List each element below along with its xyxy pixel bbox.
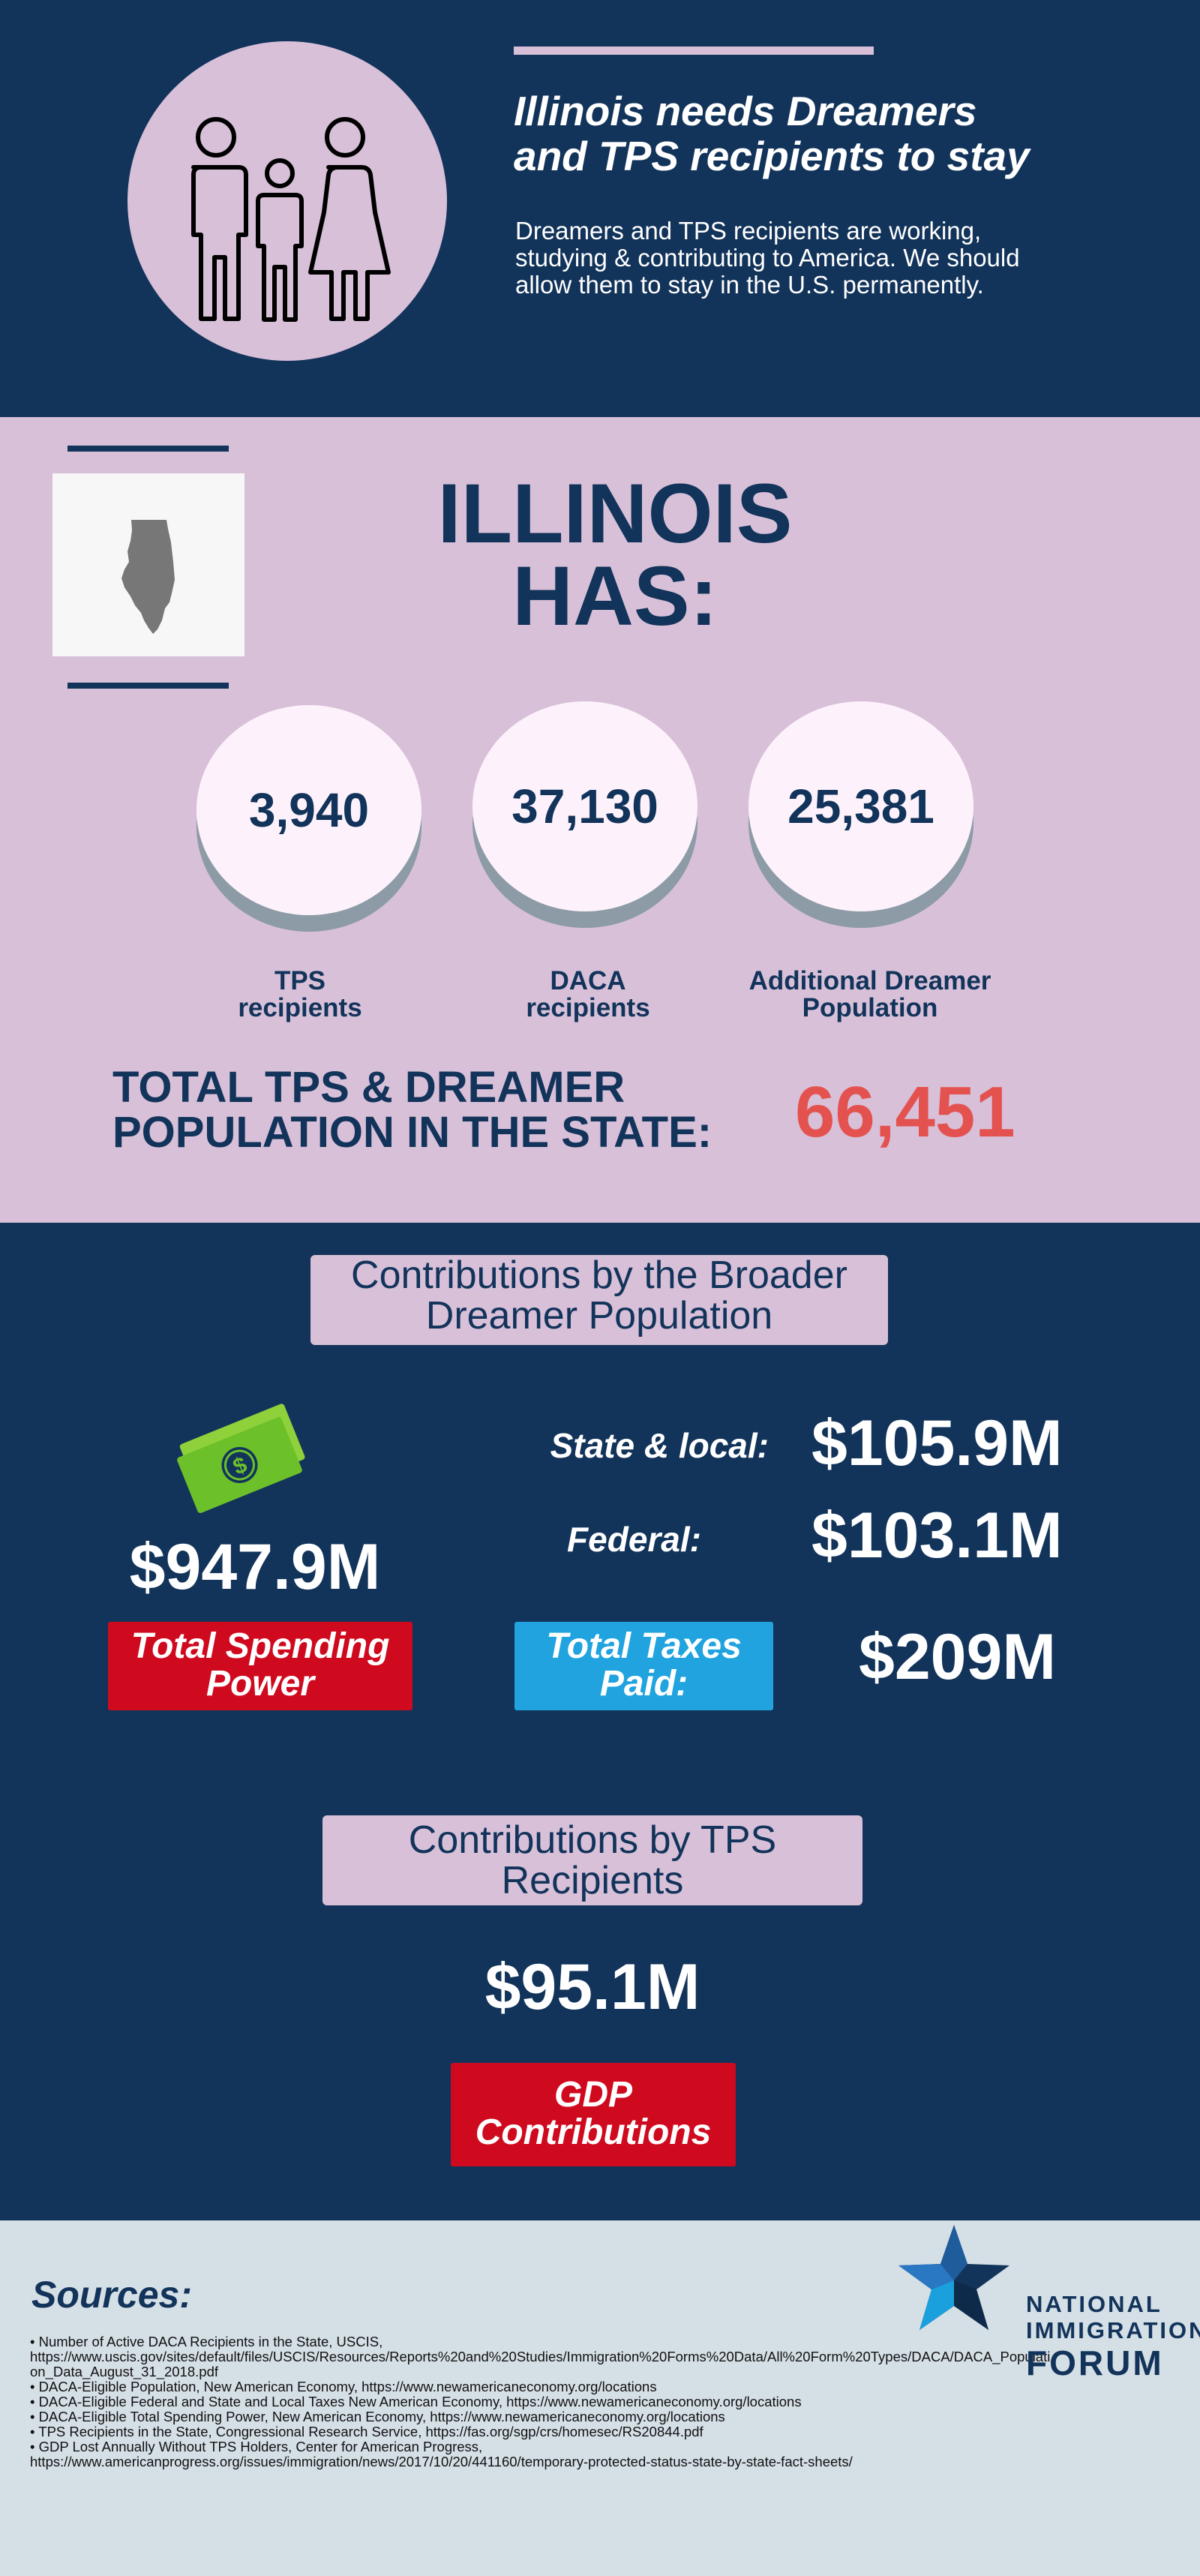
source-item: • DACA-Eligible Federal and State and Lo… (30, 2394, 802, 2409)
source-item: • TPS Recipients in the State, Congressi… (30, 2424, 704, 2439)
star-logo-icon (898, 2225, 1010, 2330)
heading-line2: Dreamer Population (425, 1294, 773, 1338)
stat-label-line1: Additional Dreamer (748, 966, 992, 995)
source-item: • Number of Active DACA Recipients in th… (30, 2334, 383, 2349)
state-map-box (52, 473, 244, 656)
stat-label-line2: recipients (526, 993, 650, 1022)
tps-contributions-heading: Contributions by TPS Recipients (322, 1815, 862, 1905)
stat-label-line2: Population (802, 993, 938, 1022)
stat-value: 3,940 (196, 705, 422, 915)
logo-text: NATIONAL IMMIGRATION FORUM (1026, 2292, 1200, 2382)
logo-mark (892, 2220, 1016, 2340)
illinois-map-icon (122, 520, 175, 634)
spending-power-badge: Total Spending Power (108, 1622, 412, 1710)
stat-tps-label: TPS recipients (165, 968, 435, 1022)
source-item: • DACA-Eligible Total Spending Power, Ne… (30, 2409, 725, 2424)
badge-line1: Total Spending (130, 1626, 390, 1666)
federal-tax-value: $103.1M (812, 1500, 1063, 1572)
hero-description: Dreamers and TPS recipients are working,… (515, 218, 1100, 299)
state-title-line1: ILLINOIS (437, 467, 793, 560)
top-divider (68, 446, 229, 452)
stat-label-line1: DACA (550, 966, 626, 995)
gdp-value: $95.1M (484, 1951, 700, 2023)
source-item: • DACA-Eligible Population, New American… (30, 2379, 657, 2394)
stat-label-line1: TPS (274, 966, 326, 995)
hero-title: Illinois needs Dreamers and TPS recipien… (514, 89, 1159, 179)
total-taxes-badge: Total Taxes Paid: (514, 1622, 773, 1710)
hero-accent-bar (514, 47, 874, 55)
total-population-label: TOTAL TPS & DREAMER POPULATION IN THE ST… (112, 1065, 772, 1155)
stat-label-line2: recipients (238, 993, 362, 1022)
hero-description-line3: allow them to stay in the U.S. permanent… (515, 271, 984, 299)
dreamer-contributions-heading: Contributions by the Broader Dreamer Pop… (310, 1255, 888, 1345)
source-item: • GDP Lost Annually Without TPS Holders,… (30, 2439, 483, 2454)
hero-description-line2: studying & contributing to America. We s… (515, 244, 1020, 272)
gdp-badge: GDP Contributions (451, 2063, 736, 2166)
dollar-bill-icon: $ (177, 1404, 305, 1513)
hero-section: Illinois needs Dreamers and TPS recipien… (0, 0, 1200, 417)
stat-value: 25,381 (748, 701, 974, 911)
sources-section (0, 2220, 1200, 2576)
bottom-divider (68, 683, 229, 689)
family-icon-circle (128, 41, 447, 361)
total-label-line2: POPULATION IN THE STATE: (112, 1108, 712, 1157)
badge-line2: Paid: (599, 1664, 688, 1704)
total-label-line1: TOTAL TPS & DREAMER (112, 1063, 626, 1112)
sources-title: Sources: (32, 2274, 192, 2316)
hero-title-line1: Illinois needs Dreamers (514, 88, 977, 134)
logo-line1: NATIONAL (1026, 2291, 1162, 2317)
hero-description-line1: Dreamers and TPS recipients are working, (515, 217, 982, 245)
logo-line2: IMMIGRATION (1026, 2317, 1200, 2343)
source-item[interactable]: https://www.americanprogress.org/issues/… (30, 2454, 853, 2469)
badge-line2: Contributions (475, 2112, 712, 2152)
badge-line1: Total Taxes (546, 1626, 742, 1666)
stat-daca-label: DACA recipients (453, 968, 723, 1022)
stat-tps: 3,940 (196, 705, 422, 932)
source-item[interactable]: on_Data_August_31_2018.pdf (30, 2364, 218, 2379)
badge-line1: GDP (554, 2075, 632, 2115)
state-title-line2: HAS: (512, 549, 718, 643)
stat-dreamer: 25,381 (748, 701, 974, 928)
spending-power-value: $947.9M (129, 1531, 381, 1603)
family-icon (191, 117, 391, 322)
heading-line1: Contributions by the Broader (351, 1253, 848, 1297)
logo-line3: FORUM (1026, 2343, 1164, 2382)
source-item[interactable]: https://www.uscis.gov/sites/default/file… (30, 2349, 1051, 2364)
money-icon-wrap: $ (165, 1392, 322, 1519)
heading-line2: Recipients (501, 1859, 684, 1902)
total-taxes-value: $209M (859, 1621, 1056, 1693)
badge-line2: Power (206, 1664, 315, 1704)
federal-tax-label: Federal: (567, 1520, 701, 1559)
state-local-tax-value: $105.9M (812, 1407, 1063, 1479)
contributions-section (0, 1223, 1200, 2220)
hero-title-line2: and TPS recipients to stay (514, 133, 1030, 179)
sources-list: • Number of Active DACA Recipients in th… (30, 2334, 1170, 2469)
heading-line1: Contributions by TPS (408, 1818, 777, 1862)
total-population-value: 66,451 (795, 1072, 1016, 1152)
stat-value: 37,130 (472, 701, 698, 911)
stat-dreamer-label: Additional Dreamer Population (735, 968, 1005, 1022)
state-local-tax-label: State & local: (550, 1426, 769, 1465)
state-title: ILLINOIS HAS: (352, 467, 878, 643)
stat-daca: 37,130 (472, 701, 698, 928)
